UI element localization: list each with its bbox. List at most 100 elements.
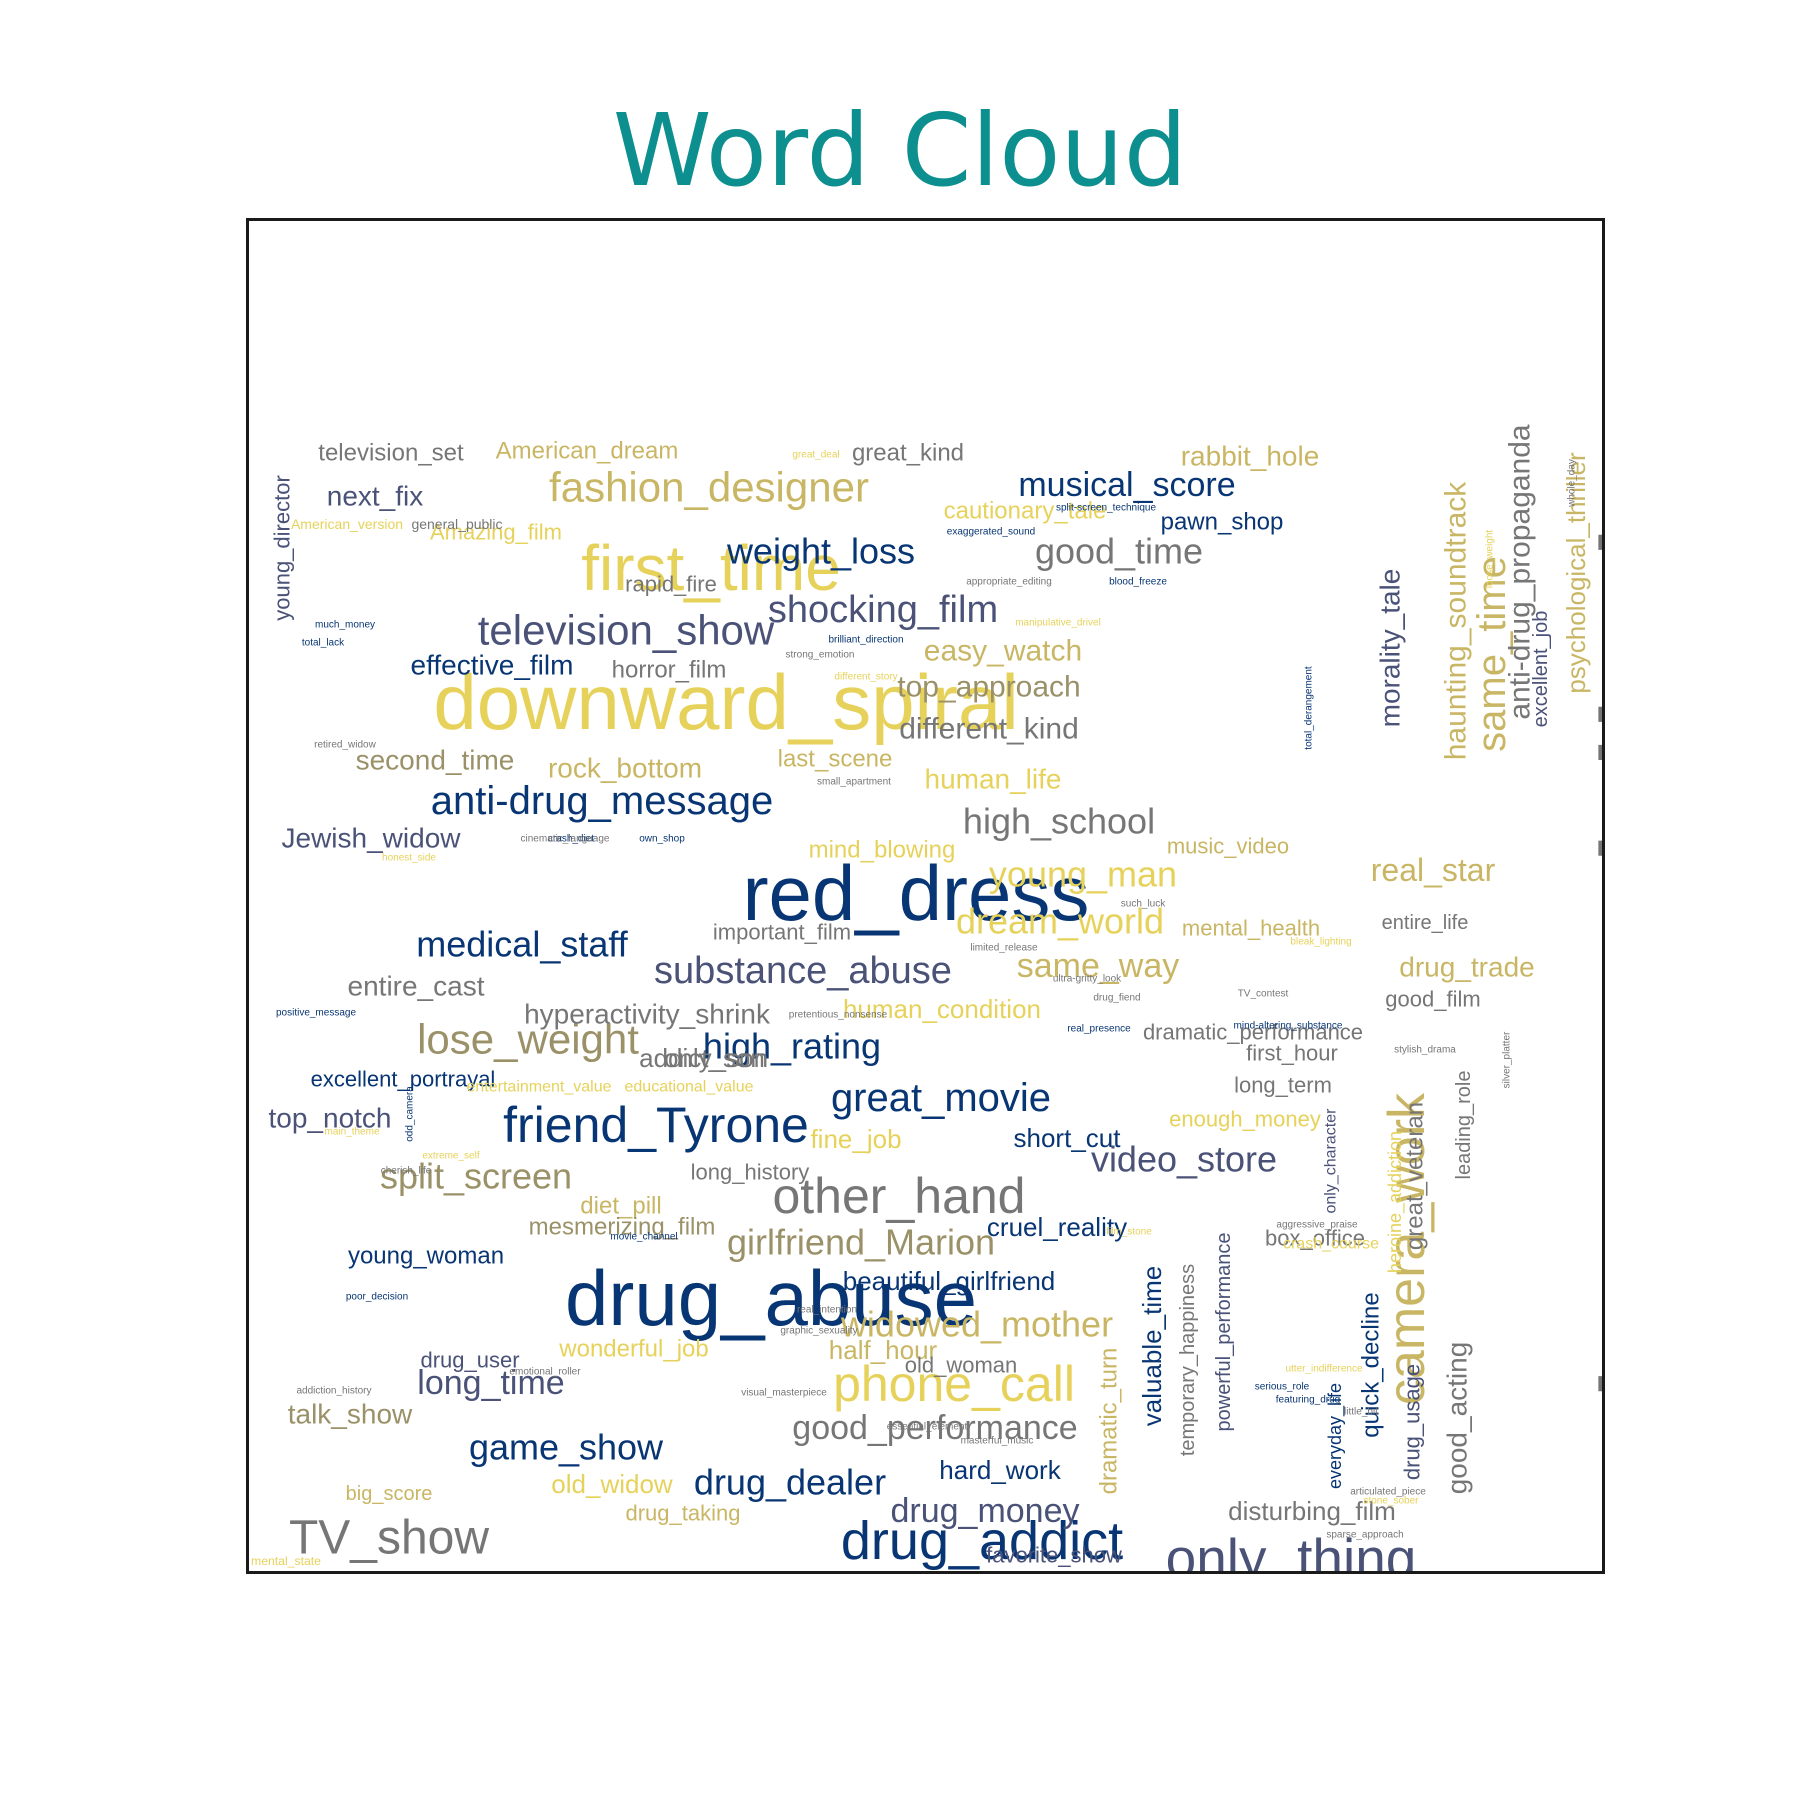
word-anti-drug-message: anti-drug_message (431, 779, 773, 823)
word-fashion-designer: fashion_designer (549, 464, 869, 511)
word-hyperactivity-shrink: hyperactivity_shrink (524, 999, 771, 1030)
word-cautionary-tale: cautionary_tale (944, 498, 1107, 525)
word-drug-trade: drug_trade (1399, 952, 1534, 983)
word-positive-message: positive_message (276, 1008, 356, 1019)
word-television-set: television_set (318, 440, 464, 467)
word-stone-sober: stone_sober (1363, 1496, 1419, 1507)
word-brilliant-direction: brilliant_direction (828, 635, 903, 646)
word-effective-film: effective_film (411, 650, 574, 681)
word-different-kind: different_kind (899, 713, 1079, 746)
word-great-kind: great_kind (852, 440, 964, 467)
word-heroine-addiction: heroine_addiction (1385, 1131, 1406, 1273)
word-game-show: game_show (469, 1427, 664, 1468)
word-mesmerizing-film: mesmerizing_film (529, 1214, 716, 1241)
word-leading-role: leading_role (1453, 1071, 1475, 1180)
word-little-bit: little_bit (1344, 1407, 1378, 1418)
word-addict-son: addict_son (639, 1043, 765, 1073)
word-tv-show: TV_show (289, 1512, 489, 1565)
word-good-time: good_time (1035, 531, 1203, 572)
word-drug-fiend: drug_fiend (1093, 993, 1140, 1004)
word-poor-decision: poor_decision (346, 1292, 408, 1303)
word-graphic-sexuality: graphic_sexuality (780, 1326, 857, 1337)
word-weight-loss: weight_loss (726, 531, 915, 572)
word-high-school: high_school (963, 801, 1155, 842)
word-drug-dealer: drug_dealer (694, 1462, 886, 1503)
word-fine-job: fine_job (810, 1124, 901, 1154)
word-long-term: long_term (1234, 1073, 1332, 1098)
word-crash-course: crash_course (1283, 1236, 1379, 1253)
word-essential-element: essential_element (887, 1422, 968, 1433)
word-real-star: real_star (1371, 852, 1496, 888)
word-articulated-piece: articulated_piece (1350, 1487, 1426, 1498)
word-main-theme: main_theme (324, 1127, 379, 1138)
word-own-shop: own_shop (639, 834, 685, 845)
word-excellent-job: excellent_job (1530, 611, 1552, 728)
word-amazing-film: Amazing_film (430, 520, 562, 545)
word-wonderful-job: wonderful_job (558, 1336, 708, 1363)
word-everyday-life: everyday_life (1325, 1383, 1346, 1489)
word-split-screen: split_screen (380, 1156, 572, 1197)
word-valuable-time: valuable_time (1137, 1266, 1167, 1426)
word-excellent-portrayal: excellent_portrayal (311, 1067, 496, 1092)
word-easy-watch: easy_watch (924, 635, 1082, 668)
word-bleak-lighting: bleak_lighting (1290, 937, 1351, 948)
word-only-son: only_son (664, 1043, 768, 1073)
chart-title: Word Cloud (612, 92, 1188, 209)
word-masterful-music: masterful_music (961, 1436, 1034, 1447)
word-cloud-frame: drug_addiction downward_spiral red_dress dr… (246, 218, 1605, 1574)
word-rock-bottom: rock_bottom (548, 753, 702, 784)
word-next-fix: next_fix (327, 481, 424, 512)
word-film-stone: film_stone (1106, 1227, 1152, 1238)
word-mental-health: mental_health (1182, 916, 1320, 941)
word-human-condition: human_condition (843, 994, 1041, 1024)
word-hard-work: hard_work (939, 1455, 1061, 1485)
word-big-score: big_score (346, 1483, 433, 1505)
word-ultra-gritty-look: ultra-gritty_look (1053, 974, 1122, 985)
word-same-time: same_time (1470, 556, 1514, 752)
word-lose-weight: lose_weight (417, 1016, 639, 1063)
word-substance-abuse: substance_abuse (654, 950, 952, 992)
word-quick-decline: quick_decline (1358, 1292, 1385, 1437)
word-sparse-approach: sparse_approach (1326, 1530, 1403, 1541)
word-honest-side: honest_side (382, 853, 436, 864)
word-total-lack: total_lack (302, 638, 345, 649)
word-good-performance: good_performance (792, 1409, 1077, 1447)
word-first-hour: first_hour (1246, 1041, 1338, 1066)
word-total-derangement: total_derangement (1304, 666, 1315, 750)
word-silver-platter: silver_platter (1502, 1031, 1513, 1088)
word-last-scene: last_scene (778, 746, 893, 773)
word-old-widow: old_widow (551, 1469, 673, 1499)
word-only-thing: only_thing (1166, 1527, 1417, 1571)
word-aggressive-praise: aggressive_praise (1276, 1220, 1358, 1231)
word-pawn-shop: pawn_shop (1161, 509, 1284, 536)
word-cloud-canvas: drug_addiction downward_spiral red_dressdr… (251, 332, 1602, 1571)
word-dramatic-performance: dramatic_performance (1143, 1020, 1363, 1045)
word-educational-value: educational_value (625, 1079, 754, 1096)
word-addiction-history: addiction_history (296, 1386, 371, 1397)
word-different-story: different_story (834, 672, 897, 683)
word-camera-work: camera_work (1378, 1092, 1436, 1405)
word-anti-drug-propaganda: anti-drug_propaganda (1504, 424, 1537, 720)
word-half-hour: half_hour (829, 1335, 938, 1365)
word-first-time: first_time (581, 532, 841, 604)
word-strong-emotion: strong_emotion (786, 650, 855, 661)
word-drug-abuse: drug_abuse (565, 1254, 977, 1342)
word-mind-blowing: mind_blowing (809, 837, 956, 864)
word-american-dream: American_dream (496, 438, 679, 465)
word-pretentious-nonsense: pretentious_nonsense (789, 1010, 888, 1021)
word-rapid-fire: rapid_fire (625, 572, 717, 597)
word-blood-freeze: blood_freeze (1109, 577, 1167, 588)
word-box-office: box_office (1265, 1226, 1365, 1251)
word-short-cut: short_cut (1014, 1123, 1122, 1153)
word-cinematic-language: cinematic_language (521, 834, 610, 845)
word-american-version: American_version (291, 516, 403, 532)
word-shocking-film: shocking_film (768, 589, 998, 631)
word-young-woman: young_woman (348, 1243, 504, 1270)
word-enough-money: enough_money (1169, 1107, 1321, 1132)
word-crash-diet: crash_diet (548, 834, 594, 845)
word-drug-addict: drug_addict (841, 1511, 1123, 1571)
word-haunting-soundtrack: haunting_soundtrack (1440, 481, 1473, 761)
word-real-presence: real_presence (1067, 1024, 1131, 1035)
word-appropriate-editing: appropriate_editing (966, 577, 1052, 588)
word-entire-cast: entire_cast (348, 971, 485, 1002)
